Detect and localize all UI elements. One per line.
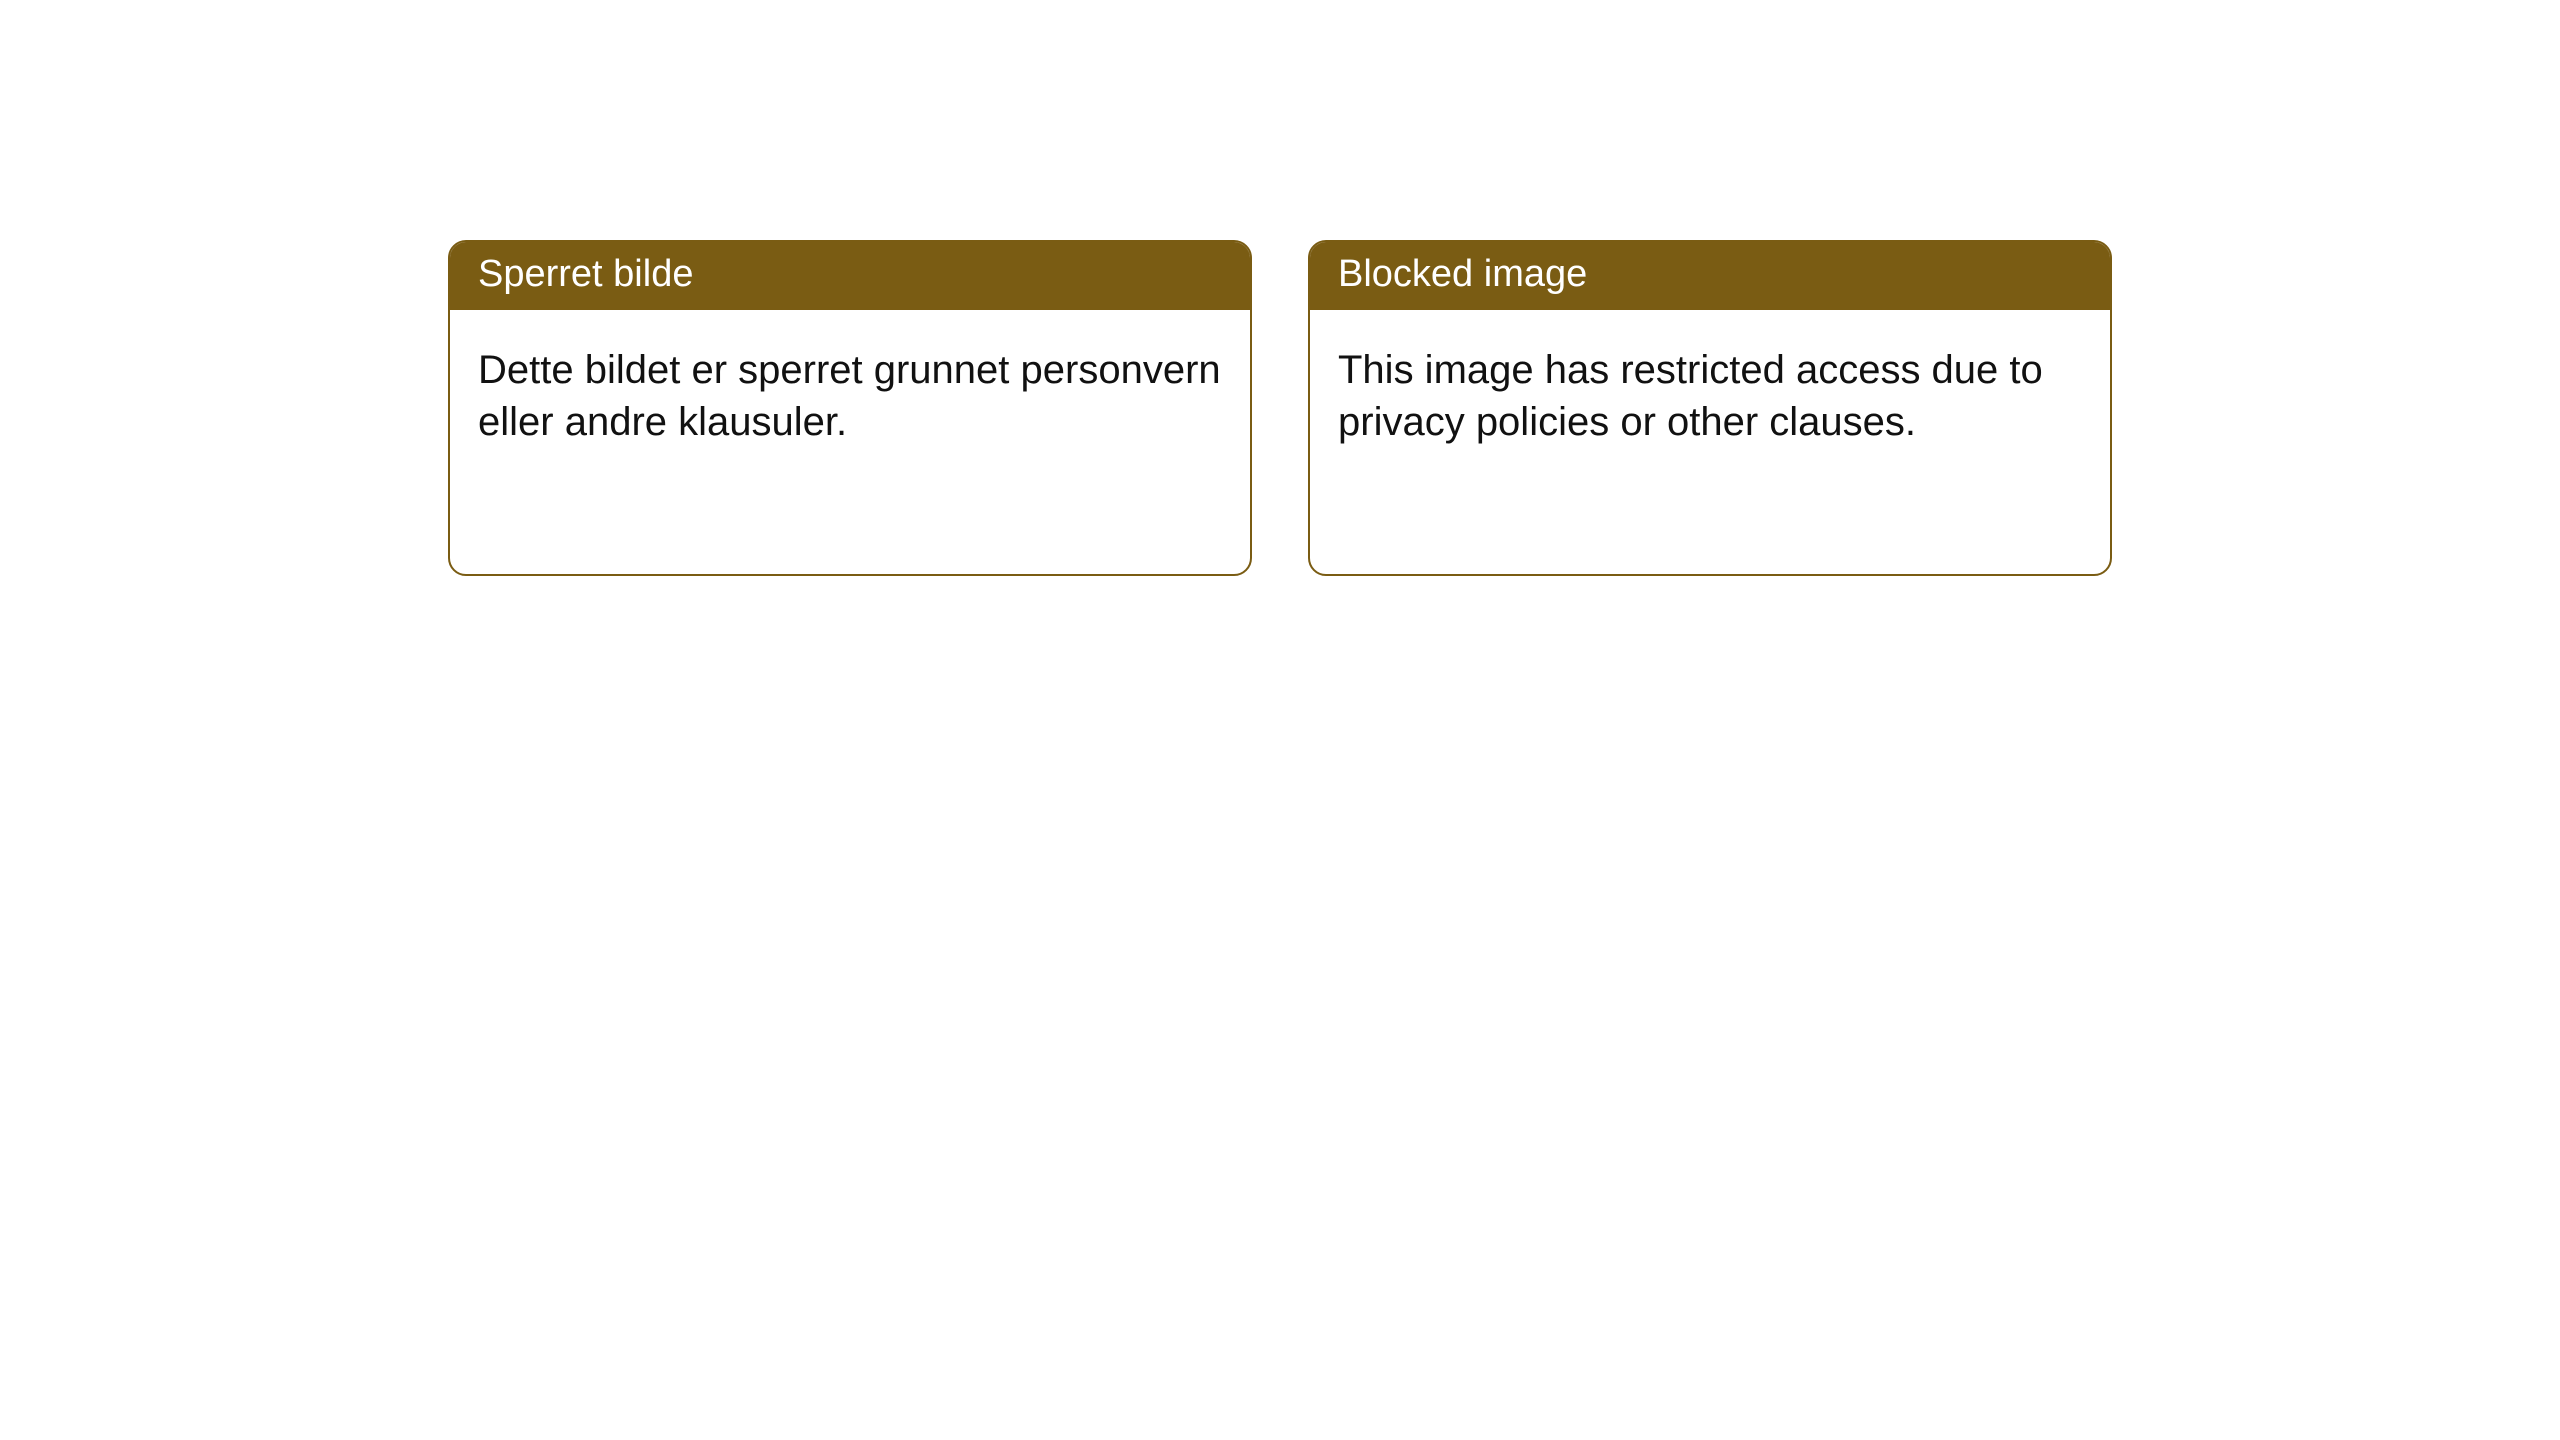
notice-title: Blocked image — [1310, 242, 2110, 310]
notice-body-text: Dette bildet er sperret grunnet personve… — [450, 310, 1250, 476]
notice-card-norwegian: Sperret bilde Dette bildet er sperret gr… — [448, 240, 1252, 576]
notice-title: Sperret bilde — [450, 242, 1250, 310]
notice-container: Sperret bilde Dette bildet er sperret gr… — [0, 0, 2560, 576]
notice-card-english: Blocked image This image has restricted … — [1308, 240, 2112, 576]
notice-body-text: This image has restricted access due to … — [1310, 310, 2110, 476]
